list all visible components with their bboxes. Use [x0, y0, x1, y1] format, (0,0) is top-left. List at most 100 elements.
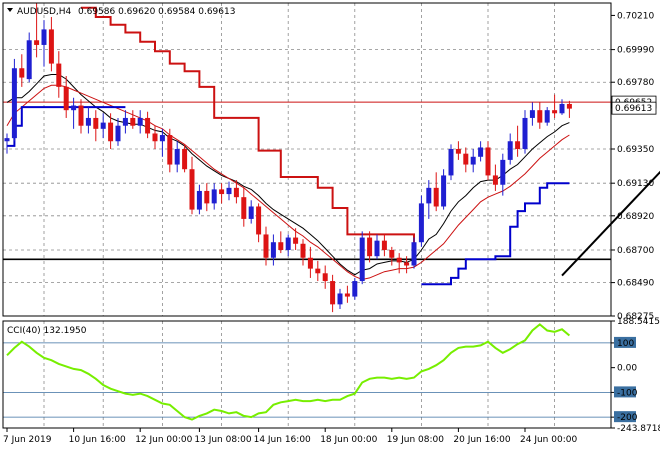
- trendline: [561, 170, 660, 277]
- time-tick-label: 18 Jun 00:00: [320, 435, 377, 445]
- main-series: [3, 6, 660, 286]
- candle-body: [115, 125, 121, 142]
- candle: [492, 164, 498, 191]
- candle: [196, 184, 202, 215]
- ohlc-label: 0.69586 0.69620 0.69584 0.69613: [78, 7, 235, 17]
- candle-body: [189, 169, 195, 210]
- candle-body: [85, 117, 91, 126]
- time-tick-label: 7 Jun 2019: [3, 435, 52, 445]
- cci-panel-border: [2, 320, 612, 429]
- candle: [174, 141, 180, 173]
- candle: [544, 107, 550, 126]
- candles: [4, 3, 572, 313]
- moving-average-red-line: [6, 84, 570, 281]
- cci-level-tag: [614, 336, 636, 348]
- candle: [522, 110, 528, 154]
- candle: [137, 110, 143, 134]
- candle-body: [270, 242, 276, 258]
- time-tick-label: 12 Jun 00:00: [135, 435, 192, 445]
- time-axis: 7 Jun 2019 10 Jun 16:00 12 Jun 00:00 13 Jun…: [3, 428, 577, 445]
- candle-body: [48, 29, 54, 64]
- candle: [337, 288, 343, 310]
- candle-body: [293, 237, 299, 244]
- price-tag-label: 0.69613: [615, 104, 652, 114]
- candle-body: [441, 175, 447, 207]
- candle-body: [167, 135, 173, 165]
- candle-body: [448, 149, 454, 176]
- candle-body: [418, 203, 424, 243]
- price-tags: 0.696520.69613: [611, 95, 657, 115]
- collapse-triangle-icon[interactable]: [7, 8, 13, 12]
- candle-body: [300, 243, 306, 258]
- candle: [256, 203, 262, 243]
- cci-axis: 188.5415 100 0.00 -100 -200-243.8718: [611, 317, 660, 434]
- candle-body: [381, 240, 387, 250]
- candle: [374, 234, 380, 260]
- candle: [19, 54, 25, 87]
- price-tick-label: 0.68490: [617, 279, 654, 289]
- candle-body: [226, 187, 232, 195]
- price-tick-label: 0.68275: [617, 312, 654, 322]
- candle-body: [256, 206, 262, 235]
- candle: [367, 231, 373, 263]
- candle: [270, 234, 276, 266]
- candle: [537, 102, 543, 129]
- candle: [263, 226, 269, 266]
- trailing-stop-red-line: [81, 6, 415, 254]
- candle: [285, 234, 291, 257]
- candle: [211, 183, 217, 210]
- trailing-stop-blue-1-line: [7, 106, 126, 147]
- candle: [463, 147, 469, 173]
- candle: [470, 149, 476, 173]
- candle: [56, 51, 62, 98]
- candle: [189, 156, 195, 215]
- candle: [300, 239, 306, 266]
- candle: [34, 3, 40, 58]
- candle: [381, 234, 387, 257]
- price-tag-box: [611, 101, 657, 115]
- trailing-stop-blue-2-line: [421, 182, 570, 286]
- candle-body: [426, 187, 432, 204]
- candle-body: [544, 110, 550, 123]
- price-tick-label: 0.69130: [617, 179, 654, 189]
- candle: [93, 110, 99, 142]
- candle-body: [152, 133, 158, 142]
- candle-body: [529, 110, 535, 118]
- candle-body: [248, 206, 254, 219]
- candle-body: [233, 187, 239, 198]
- cci-tick-label: 0.00: [617, 364, 637, 374]
- candle-body: [41, 29, 47, 45]
- candle: [396, 253, 402, 274]
- candle-body: [278, 242, 284, 250]
- candle-body: [566, 103, 572, 109]
- cci-tick-label: -100: [617, 388, 638, 398]
- candle: [233, 180, 239, 204]
- candle-body: [11, 68, 17, 139]
- candle: [4, 133, 10, 154]
- candle-body: [34, 40, 40, 45]
- candle-body: [307, 257, 313, 269]
- candle: [130, 110, 136, 129]
- candle: [241, 187, 247, 227]
- price-tick-label: 0.69350: [617, 145, 654, 155]
- candle: [85, 107, 91, 134]
- candle: [248, 200, 254, 224]
- candle-body: [71, 105, 77, 111]
- candle-body: [330, 281, 336, 305]
- candle-body: [374, 240, 380, 257]
- candle-body: [159, 135, 165, 142]
- price-axis: 0.70210 0.69990 0.69780 0.69350 0.69130 0.689…: [611, 11, 654, 322]
- cci-tick-label: -200: [617, 413, 638, 423]
- candle: [559, 99, 565, 115]
- candle-body: [78, 105, 84, 126]
- time-tick-label: 14 Jun 16:00: [254, 435, 311, 445]
- candle-body: [337, 293, 343, 305]
- candle: [448, 144, 454, 181]
- candle-body: [500, 159, 506, 185]
- candle: [219, 183, 225, 204]
- time-tick-label: 20 Jun 16:00: [453, 435, 510, 445]
- candle-body: [108, 122, 114, 142]
- candle-body: [63, 86, 69, 111]
